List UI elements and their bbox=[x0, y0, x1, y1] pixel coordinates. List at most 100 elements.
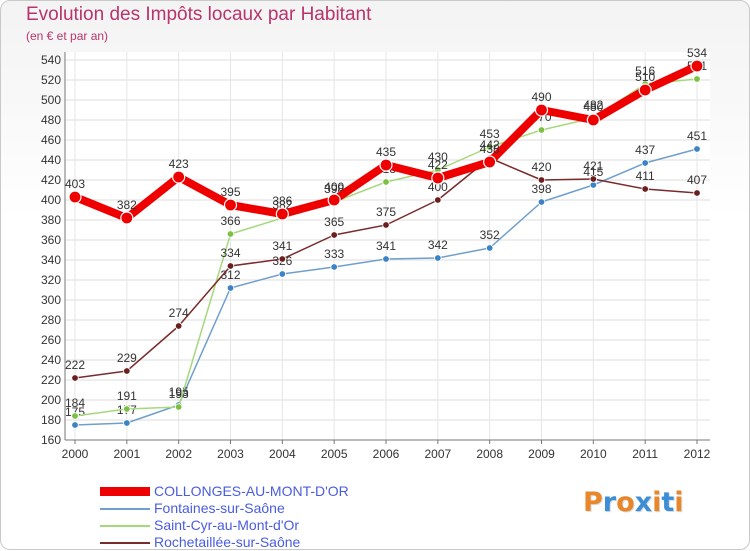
x-tick-label-2003: 2003 bbox=[217, 447, 244, 461]
point-saint-cyr-au-mont-d-or-2002 bbox=[174, 403, 183, 411]
data-label-rochetaill-e-sur-sa-ne-2001: 229 bbox=[117, 351, 137, 365]
y-tick-label-260: 260 bbox=[41, 333, 61, 347]
proxiti-logo: Proxiti bbox=[583, 487, 684, 518]
data-label-collonges-au-mont-d-or-2002: 423 bbox=[169, 157, 189, 171]
logo-letter: o bbox=[616, 487, 635, 518]
point-saint-cyr-au-mont-d-or-2009 bbox=[537, 126, 546, 134]
point-fontaines-sur-sa-ne-2000 bbox=[71, 421, 79, 429]
legend-swatch bbox=[100, 508, 150, 510]
data-label-rochetaill-e-sur-sa-ne-2007: 400 bbox=[428, 180, 448, 194]
data-label-collonges-au-mont-d-or-2000: 403 bbox=[65, 177, 85, 191]
legend-label: Saint-Cyr-au-Mont-d'Or bbox=[154, 517, 300, 533]
y-tick-label-180: 180 bbox=[41, 413, 61, 427]
point-fontaines-sur-sa-ne-2001 bbox=[123, 419, 131, 427]
data-label-collonges-au-mont-d-or-2012: 534 bbox=[687, 46, 707, 60]
y-tick-label-280: 280 bbox=[41, 313, 61, 327]
point-collonges-au-mont-d-or-2001 bbox=[120, 211, 134, 225]
point-collonges-au-mont-d-or-2000 bbox=[68, 190, 82, 204]
line-chart: 160 180 200 220 240 260 280 300 320 340 360 380 400 4… bbox=[41, 46, 711, 461]
point-saint-cyr-au-mont-d-or-2012 bbox=[693, 75, 701, 83]
x-tick-label-2006: 2006 bbox=[373, 447, 400, 461]
point-saint-cyr-au-mont-d-or-2008 bbox=[485, 143, 494, 151]
legend-label: Fontaines-sur-Saône bbox=[154, 500, 285, 516]
logo-letter: P bbox=[583, 487, 603, 518]
x-tick-label-2002: 2002 bbox=[165, 447, 192, 461]
data-label-collonges-au-mont-d-or-2004: 386 bbox=[272, 194, 292, 208]
legend-swatch bbox=[100, 525, 150, 527]
data-label-saint-cyr-au-mont-d-or-2000: 184 bbox=[65, 396, 85, 410]
data-label-fontaines-sur-sa-ne-2005: 333 bbox=[324, 247, 344, 261]
point-fontaines-sur-sa-ne-2007 bbox=[434, 254, 442, 262]
x-tick-label-2011: 2011 bbox=[632, 447, 658, 461]
point-fontaines-sur-sa-ne-2008 bbox=[485, 244, 494, 252]
point-fontaines-sur-sa-ne-2003 bbox=[226, 284, 235, 292]
y-tick-label-500: 500 bbox=[41, 93, 61, 107]
y-tick-label-200: 200 bbox=[41, 393, 61, 407]
point-rochetaill-e-sur-sa-ne-2006 bbox=[382, 221, 390, 229]
point-fontaines-sur-sa-ne-2005 bbox=[330, 263, 338, 271]
point-rochetaill-e-sur-sa-ne-2001 bbox=[123, 367, 131, 375]
point-rochetaill-e-sur-sa-ne-2004 bbox=[278, 255, 287, 263]
logo-letter: i bbox=[652, 487, 662, 518]
point-collonges-au-mont-d-or-2009 bbox=[534, 103, 549, 117]
data-label-saint-cyr-au-mont-d-or-2007: 430 bbox=[428, 150, 448, 164]
data-label-fontaines-sur-sa-ne-2006: 341 bbox=[376, 239, 396, 253]
y-tick-label-460: 460 bbox=[41, 133, 61, 147]
data-label-rochetaill-e-sur-sa-ne-2008: 442 bbox=[480, 138, 500, 152]
data-label-fontaines-sur-sa-ne-2012: 451 bbox=[687, 129, 707, 143]
point-collonges-au-mont-d-or-2011 bbox=[638, 83, 652, 97]
x-tick-label-2001: 2001 bbox=[113, 447, 140, 461]
y-tick-label-400: 400 bbox=[41, 193, 61, 207]
logo-letter: x bbox=[634, 487, 653, 518]
data-label-rochetaill-e-sur-sa-ne-2009: 420 bbox=[531, 160, 551, 174]
data-label-rochetaill-e-sur-sa-ne-2006: 375 bbox=[376, 205, 396, 219]
data-label-rochetaill-e-sur-sa-ne-2002: 274 bbox=[169, 306, 189, 320]
point-fontaines-sur-sa-ne-2012 bbox=[693, 145, 701, 153]
y-tick-label-380: 380 bbox=[41, 213, 61, 227]
point-fontaines-sur-sa-ne-2004 bbox=[278, 270, 287, 278]
point-collonges-au-mont-d-or-2012 bbox=[690, 59, 704, 73]
x-tick-label-2007: 2007 bbox=[424, 447, 451, 461]
x-tick-label-2012: 2012 bbox=[684, 447, 711, 461]
y-tick-label-540: 540 bbox=[41, 53, 61, 67]
logo-letter: t bbox=[661, 487, 675, 518]
chart-subtitle: (en € et par an) bbox=[26, 29, 109, 43]
point-collonges-au-mont-d-or-2002 bbox=[172, 170, 186, 184]
legend-label: Rochetaillée-sur-Saône bbox=[154, 534, 301, 550]
x-tick-label-2005: 2005 bbox=[321, 447, 348, 461]
data-label-fontaines-sur-sa-ne-2010: 415 bbox=[583, 165, 603, 179]
point-fontaines-sur-sa-ne-2011 bbox=[641, 159, 649, 167]
logo-letter: i bbox=[674, 487, 684, 518]
point-saint-cyr-au-mont-d-or-2003 bbox=[226, 230, 235, 238]
data-label-rochetaill-e-sur-sa-ne-2005: 365 bbox=[324, 215, 344, 229]
y-tick-label-440: 440 bbox=[41, 153, 61, 167]
point-collonges-au-mont-d-or-2003 bbox=[223, 198, 238, 212]
data-label-collonges-au-mont-d-or-2009: 490 bbox=[531, 90, 551, 104]
point-fontaines-sur-sa-ne-2006 bbox=[382, 255, 390, 263]
data-label-collonges-au-mont-d-or-2011: 510 bbox=[635, 70, 655, 84]
point-collonges-au-mont-d-or-2008 bbox=[483, 155, 497, 169]
data-label-rochetaill-e-sur-sa-ne-2010: 421 bbox=[583, 159, 603, 173]
point-collonges-au-mont-d-or-2004 bbox=[275, 207, 289, 221]
point-rochetaill-e-sur-sa-ne-2012 bbox=[693, 189, 701, 197]
point-rochetaill-e-sur-sa-ne-2005 bbox=[330, 231, 338, 239]
point-rochetaill-e-sur-sa-ne-2007 bbox=[434, 196, 442, 204]
x-tick-label-2009: 2009 bbox=[528, 447, 555, 461]
point-rochetaill-e-sur-sa-ne-2003 bbox=[226, 262, 235, 270]
point-saint-cyr-au-mont-d-or-2000 bbox=[71, 412, 79, 420]
data-label-collonges-au-mont-d-or-2006: 435 bbox=[376, 145, 396, 159]
y-tick-label-420: 420 bbox=[41, 173, 61, 187]
data-label-rochetaill-e-sur-sa-ne-2011: 411 bbox=[636, 169, 655, 183]
data-label-saint-cyr-au-mont-d-or-2011: 516 bbox=[635, 64, 655, 78]
point-rochetaill-e-sur-sa-ne-2002 bbox=[174, 322, 183, 330]
point-rochetaill-e-sur-sa-ne-2011 bbox=[641, 185, 649, 193]
data-label-fontaines-sur-sa-ne-2009: 398 bbox=[531, 182, 551, 196]
legend-swatch bbox=[100, 542, 150, 544]
point-collonges-au-mont-d-or-2005 bbox=[327, 193, 341, 207]
data-label-collonges-au-mont-d-or-2007: 422 bbox=[428, 158, 448, 172]
point-fontaines-sur-sa-ne-2009 bbox=[537, 198, 546, 206]
point-collonges-au-mont-d-or-2010 bbox=[586, 113, 600, 127]
chart-title: Evolution des Impôts locaux par Habitant bbox=[26, 4, 372, 25]
y-tick-label-320: 320 bbox=[41, 273, 61, 287]
y-tick-label-340: 340 bbox=[41, 253, 61, 267]
